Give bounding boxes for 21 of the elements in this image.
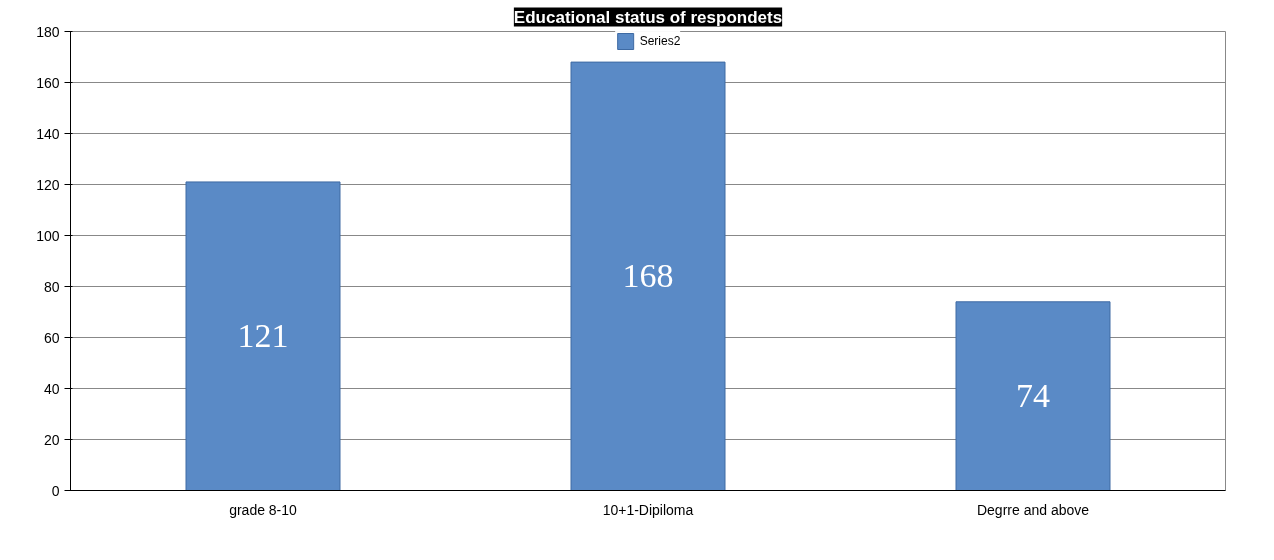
y-tick-label: 120 [36, 176, 60, 193]
y-tick-label: 40 [43, 380, 60, 397]
bar [955, 301, 1111, 491]
y-tick-label: 160 [36, 74, 60, 91]
bar [185, 181, 341, 491]
y-tick-label: 60 [43, 329, 60, 346]
y-tick-label: 140 [36, 125, 60, 142]
data-label: 168 [622, 257, 674, 295]
legend-label: Series2 [639, 34, 681, 48]
bar [570, 61, 726, 491]
x-tick-label: 10+1-Dipiloma [602, 501, 694, 518]
y-tick-label: 20 [43, 431, 60, 448]
y-tick-label: 100 [36, 227, 60, 244]
y-tick-label: 80 [43, 278, 60, 295]
y-tick-label: 180 [36, 23, 60, 40]
data-label: 121 [237, 317, 289, 355]
x-tick-label: grade 8-10 [229, 501, 298, 518]
data-label: 74 [1016, 377, 1050, 415]
chart-title: Educational status of respondets [513, 7, 783, 27]
y-tick-label: 0 [51, 482, 60, 499]
x-tick-label: Degrre and above [976, 501, 1090, 518]
